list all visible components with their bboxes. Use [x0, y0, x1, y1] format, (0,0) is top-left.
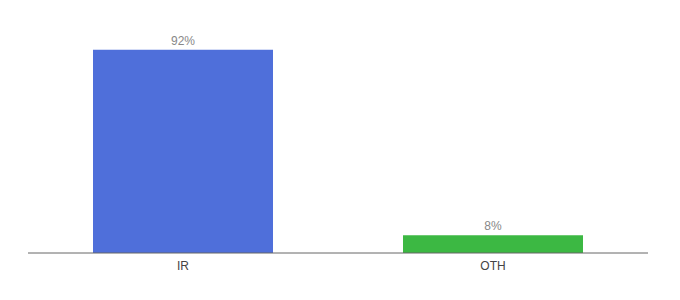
svg-text:IR: IR	[177, 259, 189, 273]
svg-text:OTH: OTH	[480, 259, 505, 273]
svg-text:92%: 92%	[171, 34, 195, 48]
svg-text:8%: 8%	[484, 219, 502, 233]
